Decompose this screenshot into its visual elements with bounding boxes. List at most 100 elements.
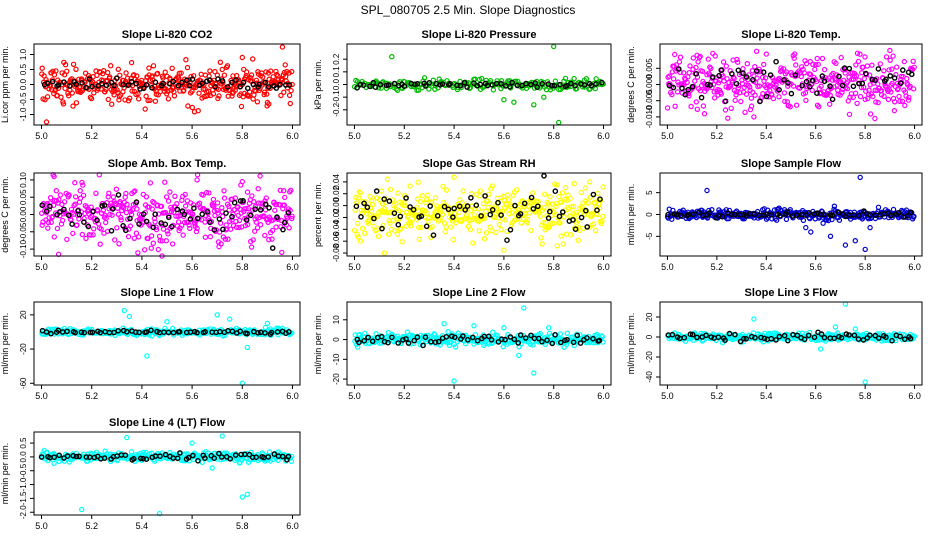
data-point [855, 336, 862, 342]
data-point [130, 455, 137, 462]
data-point [451, 378, 457, 384]
data-point [600, 213, 606, 220]
data-point [442, 228, 448, 235]
data-point [277, 81, 283, 88]
data-point [101, 202, 108, 208]
data-point [690, 55, 697, 61]
data-point [355, 234, 361, 240]
y-tick-label: -20 [332, 373, 341, 385]
y-tick-label: -60 [19, 377, 28, 389]
data-point [711, 89, 717, 95]
data-point [756, 83, 763, 89]
data-point [134, 206, 140, 212]
data-point [286, 225, 292, 231]
data-point [133, 80, 139, 87]
data-point [281, 202, 288, 208]
data-point [887, 57, 893, 64]
x-tick-label: 5.2 [398, 391, 411, 401]
data-point [411, 337, 418, 344]
data-point [875, 66, 882, 72]
x-tick-label: 5.0 [35, 131, 48, 141]
data-point [781, 90, 788, 96]
data-point [168, 223, 175, 230]
x-tick-label: 6.0 [597, 131, 610, 141]
data-point [715, 334, 722, 341]
data-point [567, 231, 574, 238]
data-point [545, 215, 552, 221]
data-point [693, 64, 699, 71]
data-point [255, 329, 261, 336]
data-point [512, 202, 518, 209]
data-point [872, 115, 878, 122]
y-tick-label: -0.1 [332, 90, 341, 104]
data-point [889, 337, 895, 344]
data-point [45, 225, 51, 231]
data-point [857, 93, 864, 100]
data-point [243, 205, 249, 212]
y-axis-label: percent per min. [313, 182, 323, 247]
data-point [864, 63, 871, 69]
data-point [415, 87, 422, 93]
data-point [272, 207, 278, 214]
chart-panel: Slope Sample Flow ml/min per min. 5.0 5.2 5.… [626, 158, 923, 272]
data-point [805, 332, 812, 339]
y-axis-label: degrees C per min. [626, 46, 636, 123]
data-point [690, 211, 697, 218]
data-point [70, 230, 76, 237]
y-tick-label: 20 [19, 310, 28, 319]
data-point [140, 211, 147, 217]
data-point [66, 459, 73, 465]
data-point [47, 203, 53, 210]
data-point [117, 72, 123, 79]
data-point [249, 193, 255, 199]
data-point [875, 99, 881, 106]
data-point [143, 93, 149, 99]
data-point [136, 329, 142, 336]
chart-panel: Slope Li-820 Pressure kPa per min. 5.0 5.2 5… [313, 29, 612, 141]
data-point [361, 337, 368, 344]
data-point [471, 212, 477, 218]
data-point [513, 187, 520, 193]
data-point [439, 81, 446, 87]
data-point [44, 94, 51, 100]
y-tick-label: -1.0 [19, 477, 28, 491]
x-tick-label: 5.4 [448, 131, 461, 141]
y-tick-label: 0 [332, 337, 341, 342]
data-point [105, 96, 112, 103]
data-point [281, 187, 287, 194]
data-point [39, 65, 45, 71]
data-point [171, 209, 177, 216]
data-point [206, 77, 213, 83]
data-point [511, 99, 517, 105]
x-tick-label: 6.0 [597, 262, 610, 272]
data-point [556, 193, 562, 200]
data-point [526, 210, 533, 216]
x-tick-label: 5.8 [859, 262, 872, 272]
y-tick-label: -10 [332, 353, 341, 365]
data-point [98, 226, 104, 232]
data-point [356, 339, 362, 346]
x-tick-label: 5.2 [711, 131, 724, 141]
data-point [450, 236, 456, 243]
data-point [282, 62, 288, 68]
data-point [231, 199, 238, 206]
y-tick-label: 0.0 [19, 78, 28, 90]
data-point [537, 213, 544, 220]
data-point [599, 79, 605, 86]
x-tick-label: 5.6 [186, 521, 199, 531]
data-point [48, 330, 54, 337]
data-point [762, 75, 769, 81]
data-point [910, 86, 917, 92]
data-point [181, 211, 188, 218]
data-point [56, 452, 63, 459]
y-tick-label: 0.000 [645, 74, 654, 95]
data-point [109, 212, 115, 218]
data-point [73, 81, 79, 87]
x-tick-label: 5.6 [498, 262, 511, 272]
data-point [425, 192, 431, 198]
data-point [207, 233, 213, 240]
data-point [116, 241, 122, 247]
data-point [479, 75, 485, 82]
x-tick-label: 5.4 [136, 262, 149, 272]
x-tick-label: 5.6 [186, 131, 199, 141]
